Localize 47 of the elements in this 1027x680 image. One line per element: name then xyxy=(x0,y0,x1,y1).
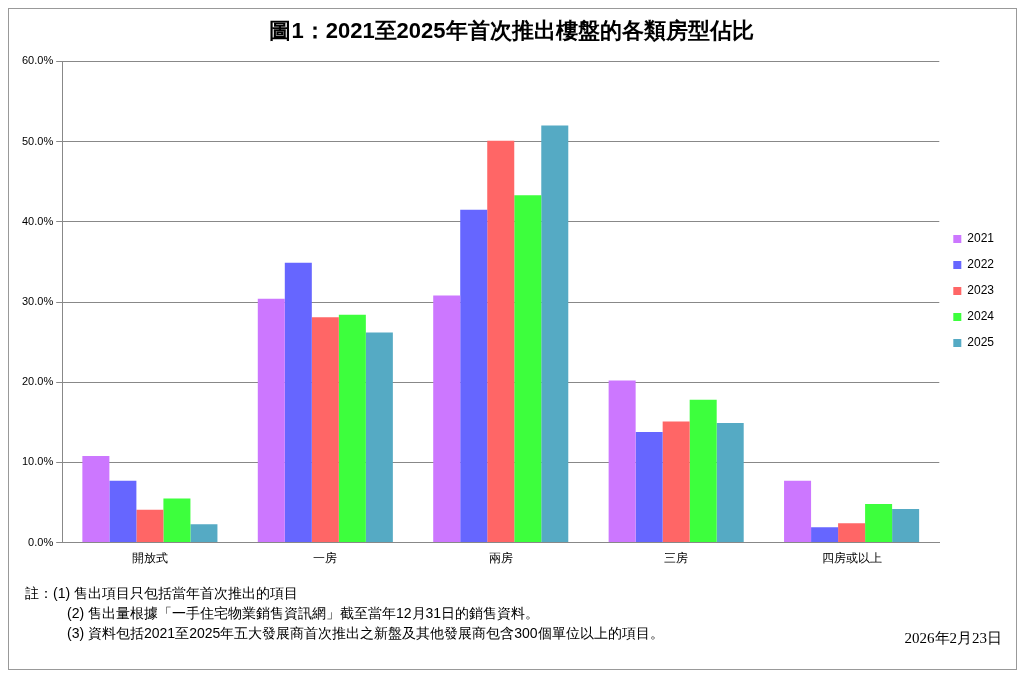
bar xyxy=(514,195,542,543)
y-tick-label: 40.0% xyxy=(21,214,54,227)
bar xyxy=(338,314,366,543)
bar xyxy=(784,480,812,543)
bar xyxy=(487,140,515,543)
bar xyxy=(82,455,110,543)
x-tick-label: 兩房 xyxy=(488,551,513,566)
bar xyxy=(136,509,164,543)
y-tick-label: 60.0% xyxy=(21,54,54,67)
legend-label: 2021 xyxy=(967,231,995,246)
text: 2026年2月23日 xyxy=(904,629,1002,648)
legend-label: 2024 xyxy=(967,309,995,324)
x-tick-label: 一房 xyxy=(313,551,338,566)
text: 註：(1) 售出項目只包括當年首次推出的項目 xyxy=(25,584,299,603)
bar xyxy=(892,508,920,543)
bar xyxy=(365,332,393,543)
bar xyxy=(635,431,663,543)
text: (2) 售出量根據「一手住宅物業銷售資訊網」截至當年12月31日的銷售資料。 xyxy=(66,604,541,623)
x-tick-label: 三房 xyxy=(664,551,689,566)
bar xyxy=(865,504,893,543)
bar xyxy=(311,317,339,543)
x-tick-label: 四房或以上 xyxy=(821,551,882,566)
y-tick-label: 30.0% xyxy=(21,295,54,308)
bar xyxy=(284,262,312,543)
legend-label: 2023 xyxy=(967,283,995,298)
bar xyxy=(257,298,285,543)
legend-label: 2022 xyxy=(967,257,995,272)
bar xyxy=(608,380,636,543)
chart-title: 圖1：2021至2025年首次推出樓盤的各類房型佔比 xyxy=(269,18,754,44)
bar xyxy=(460,209,488,543)
bar xyxy=(190,524,218,543)
bar xyxy=(811,527,839,543)
bar xyxy=(433,295,461,543)
legend-label: 2025 xyxy=(967,335,995,350)
bar xyxy=(541,125,569,543)
bar xyxy=(109,480,137,543)
bar xyxy=(689,399,717,543)
bar xyxy=(662,421,690,543)
y-tick-label: 20.0% xyxy=(21,375,54,388)
y-tick-label: 0.0% xyxy=(28,535,54,548)
x-tick-label: 開放式 xyxy=(131,551,168,566)
bar xyxy=(163,498,191,543)
bar xyxy=(838,523,866,543)
y-tick-label: 50.0% xyxy=(21,134,54,147)
text: (3) 資料包括2021至2025年五大發展商首次推出之新盤及其他發展商包含300個單位以上的項目。 xyxy=(66,624,665,643)
bar xyxy=(716,423,744,543)
y-tick-label: 10.0% xyxy=(21,455,54,468)
